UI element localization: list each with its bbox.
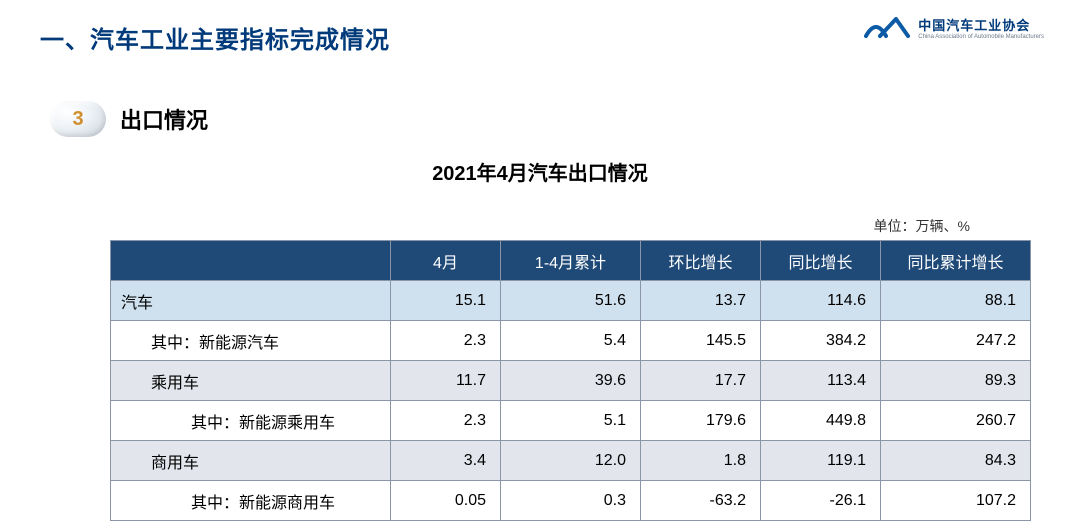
row-label: 乘用车 [111, 361, 391, 401]
table-cell: -26.1 [761, 481, 881, 521]
table-cell: 260.7 [881, 401, 1031, 441]
table-cell: 13.7 [641, 281, 761, 321]
caam-logo-icon [864, 16, 910, 42]
table-title: 2021年4月汽车出口情况 [40, 157, 1040, 186]
table-cell: 107.2 [881, 481, 1031, 521]
table-cell: 39.6 [501, 361, 641, 401]
table-col-header: 1-4月累计 [501, 241, 641, 281]
org-name-cn: 中国汽车工业协会 [918, 19, 1044, 32]
row-label: 其中：新能源汽车 [111, 321, 391, 361]
table-row: 其中：新能源乘用车2.35.1179.6449.8260.7 [111, 401, 1031, 441]
table-cell: 12.0 [501, 441, 641, 481]
unit-label: 单位：万辆、% [40, 216, 1040, 236]
table-cell: 0.05 [391, 481, 501, 521]
table-cell: 3.4 [391, 441, 501, 481]
table-row: 汽车15.151.613.7114.688.1 [111, 281, 1031, 321]
table-cell: 17.7 [641, 361, 761, 401]
table-cell: 119.1 [761, 441, 881, 481]
table-col-header-blank [111, 241, 391, 281]
row-label: 商用车 [111, 441, 391, 481]
table-cell: 88.1 [881, 281, 1031, 321]
table-cell: 89.3 [881, 361, 1031, 401]
table-cell: 84.3 [881, 441, 1031, 481]
table-cell: -63.2 [641, 481, 761, 521]
table-cell: 51.6 [501, 281, 641, 321]
section-number: 3 [72, 108, 83, 131]
table-col-header: 4月 [391, 241, 501, 281]
table-cell: 1.8 [641, 441, 761, 481]
table-cell: 384.2 [761, 321, 881, 361]
table-cell: 5.1 [501, 401, 641, 441]
row-label: 其中：新能源乘用车 [111, 401, 391, 441]
export-table-wrap: 4月1-4月累计环比增长同比增长同比累计增长 汽车15.151.613.7114… [110, 240, 970, 521]
table-row: 其中：新能源汽车2.35.4145.5384.2247.2 [111, 321, 1031, 361]
table-cell: 113.4 [761, 361, 881, 401]
table-cell: 179.6 [641, 401, 761, 441]
table-col-header: 同比增长 [761, 241, 881, 281]
table-cell: 0.3 [501, 481, 641, 521]
table-row: 其中：新能源商用车0.050.3-63.2-26.1107.2 [111, 481, 1031, 521]
org-name-en: China Association of Automobile Manufact… [918, 34, 1044, 40]
table-cell: 449.8 [761, 401, 881, 441]
section-header: 3 出口情况 [50, 101, 1040, 137]
row-label: 汽车 [111, 281, 391, 321]
table-cell: 5.4 [501, 321, 641, 361]
section-number-badge: 3 [50, 101, 106, 137]
table-cell: 247.2 [881, 321, 1031, 361]
table-col-header: 同比累计增长 [881, 241, 1031, 281]
row-label: 其中：新能源商用车 [111, 481, 391, 521]
table-cell: 114.6 [761, 281, 881, 321]
table-header-row: 4月1-4月累计环比增长同比增长同比累计增长 [111, 241, 1031, 281]
table-cell: 2.3 [391, 321, 501, 361]
table-cell: 2.3 [391, 401, 501, 441]
table-col-header: 环比增长 [641, 241, 761, 281]
table-cell: 11.7 [391, 361, 501, 401]
section-title: 出口情况 [120, 103, 208, 135]
table-row: 商用车3.412.01.8119.184.3 [111, 441, 1031, 481]
org-logo-block: 中国汽车工业协会 China Association of Automobile… [864, 16, 1044, 42]
table-row: 乘用车11.739.617.7113.489.3 [111, 361, 1031, 401]
table-cell: 15.1 [391, 281, 501, 321]
table-cell: 145.5 [641, 321, 761, 361]
export-table: 4月1-4月累计环比增长同比增长同比累计增长 汽车15.151.613.7114… [110, 240, 1031, 521]
